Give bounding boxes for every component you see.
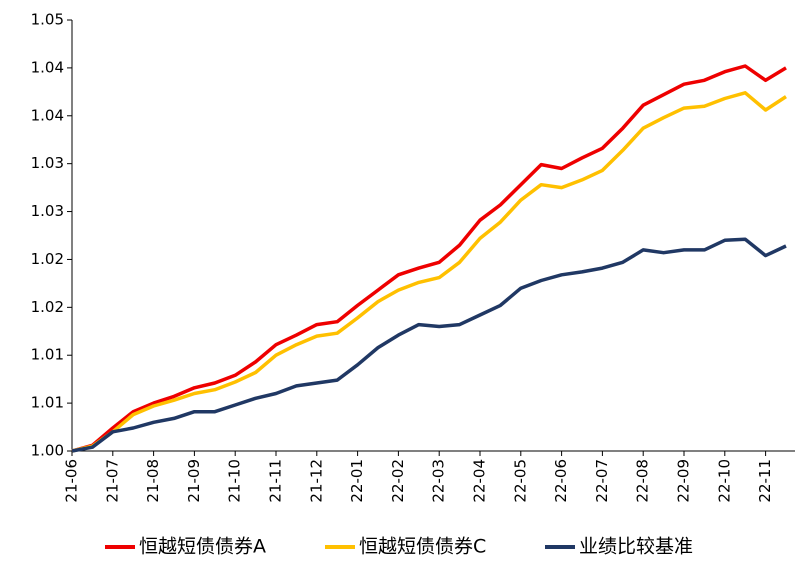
legend-label: 恒越短债债券C (359, 536, 486, 558)
x-tick-label: 22-09 (675, 459, 693, 503)
y-tick-label: 1.03 (31, 202, 64, 220)
x-tick-label: 21-09 (185, 459, 203, 503)
x-tick-label: 21-07 (103, 459, 121, 503)
y-tick-label: 1.04 (31, 58, 64, 76)
y-tick-label: 1.03 (31, 154, 64, 172)
y-tick-label: 1.01 (31, 346, 64, 364)
x-tick-label: 22-05 (511, 459, 529, 503)
y-tick-label: 1.00 (31, 442, 64, 460)
x-tick-label: 22-04 (471, 459, 489, 503)
x-tick-label: 22-01 (348, 459, 366, 503)
x-tick-label: 22-06 (552, 459, 570, 503)
x-tick-label: 22-10 (715, 459, 733, 503)
x-tick-label: 22-02 (389, 459, 407, 503)
x-tick-label: 22-03 (430, 459, 448, 503)
series-line (71, 237, 787, 453)
y-tick-label: 1.04 (31, 106, 64, 124)
x-tick-label: 22-08 (634, 459, 652, 503)
x-tick-label: 21-06 (63, 459, 81, 503)
y-tick-label: 1.02 (31, 298, 64, 316)
y-tick-label: 1.05 (31, 11, 64, 29)
x-tick-label: 22-07 (593, 459, 611, 503)
series-line (71, 91, 787, 453)
x-tick-label: 21-12 (307, 459, 325, 503)
x-tick-label: 21-10 (226, 459, 244, 503)
x-tick-label: 21-11 (267, 459, 285, 503)
y-tick-label: 1.01 (31, 394, 64, 412)
x-tick-label: 22-11 (756, 459, 774, 503)
legend-label: 业绩比较基准 (579, 536, 693, 558)
series-line (71, 64, 787, 453)
x-tick-label: 21-08 (144, 459, 162, 503)
legend-label: 恒越短债债券A (139, 536, 266, 558)
y-tick-label: 1.02 (31, 250, 64, 268)
